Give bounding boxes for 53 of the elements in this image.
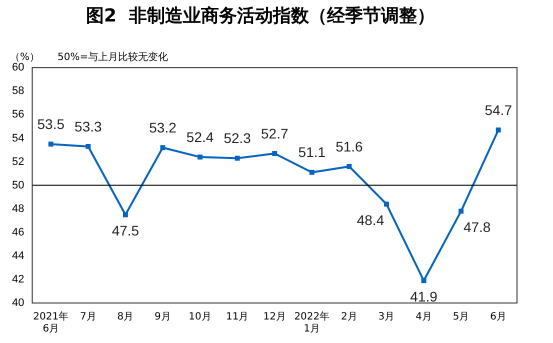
data-label: 41.9 [410, 288, 438, 304]
point [234, 156, 240, 161]
text: 50%=与上月比较无变化 [58, 50, 168, 64]
y-tick-label: 56 [12, 108, 24, 121]
point [122, 212, 128, 218]
x-tick-label: 9月 [154, 312, 171, 323]
point [384, 202, 389, 207]
x-tick-label: 8月 [117, 312, 134, 323]
x-tick-label: 6月 [490, 312, 507, 323]
x-tick-label: 4月 [416, 312, 432, 323]
y-tick-label: 46 [12, 226, 24, 238]
x-tick-label: 2022年 1月 [294, 310, 330, 335]
point [48, 142, 54, 147]
point [346, 164, 352, 169]
data-label: 53.5 [37, 116, 65, 132]
chart-title: 图2 非制造业商务活动指数（经季节调整） [86, 5, 436, 26]
data-label: 51.6 [336, 138, 364, 154]
y-tick-label: 42 [12, 273, 24, 286]
y-tick-label: 54 [12, 132, 24, 144]
x-tick-label: 5月 [452, 312, 470, 323]
x-tick-label: 12月 [263, 312, 286, 323]
point [160, 145, 166, 150]
x-tick-label: 2021年 6月 [33, 310, 69, 335]
data-label: 48.4 [356, 212, 384, 228]
x-tick-label: 3月 [378, 312, 395, 323]
data-label: 54.7 [484, 102, 512, 118]
y-tick-label: 60 [12, 62, 24, 74]
data-label: 52.3 [224, 130, 252, 146]
point [421, 278, 426, 284]
y-axis-title: （%） [10, 51, 40, 63]
y-tick-label: 50 [12, 179, 24, 192]
data-label: 52.4 [186, 128, 214, 145]
data-label: 53.2 [149, 119, 177, 136]
point [496, 128, 501, 132]
x-tick-label: 11月 [226, 312, 249, 323]
y-tick-label: 40 [12, 297, 24, 310]
y-tick-label: 58 [12, 85, 24, 98]
data-label: 51.1 [298, 144, 326, 160]
point [198, 154, 203, 160]
point [309, 170, 314, 175]
data-label: 47.5 [112, 222, 140, 239]
x-tick-label: 7月 [80, 312, 96, 323]
data-label: 47.8 [463, 219, 491, 236]
point [272, 151, 278, 156]
y-tick-label: 52 [12, 156, 24, 168]
x-tick-label: 2月 [341, 312, 358, 323]
point [86, 144, 91, 149]
y-tick-label: 48 [12, 202, 24, 215]
point [458, 208, 464, 214]
y-tick-label: 44 [12, 250, 24, 262]
data-label: 52.7 [260, 125, 288, 142]
x-tick-label: 10月 [188, 312, 212, 323]
data-label: 53.3 [74, 118, 102, 134]
